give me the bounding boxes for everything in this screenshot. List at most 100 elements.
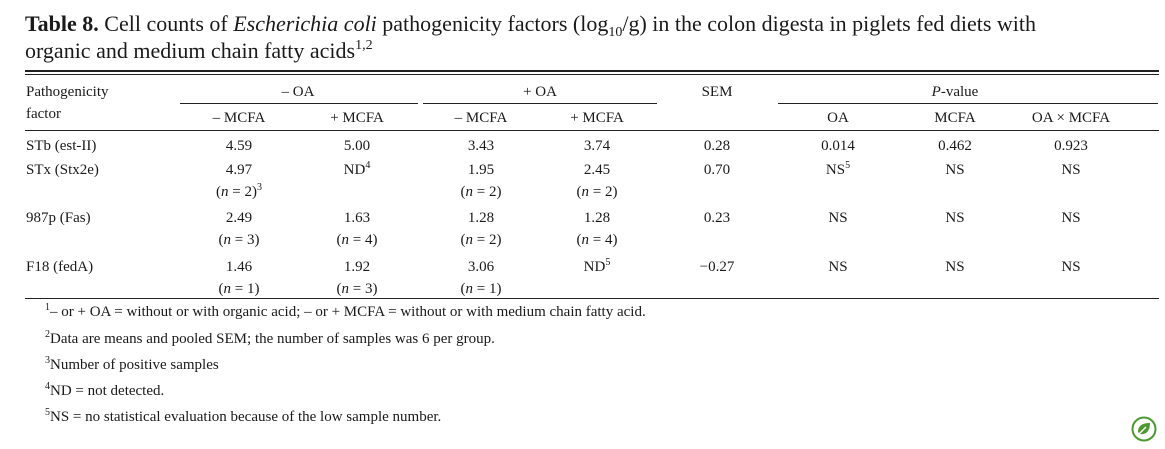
sample-count: (n = 4)	[337, 231, 378, 249]
value-text: 1.63	[343, 210, 371, 226]
footnote-mark: 3	[256, 182, 262, 193]
n-open: (	[336, 281, 342, 297]
footnote: 1– or + OA = without or with organic aci…	[45, 303, 646, 321]
n-close: )	[372, 232, 378, 248]
sample-count: (n = 3)	[219, 231, 260, 249]
n-close: )	[496, 232, 502, 248]
n-open: (	[460, 184, 466, 200]
n-symbol: n	[465, 281, 474, 297]
n-symbol: n	[341, 281, 350, 297]
p-oa-cell: 0.014	[821, 137, 855, 155]
sample-count: (n = 2)	[461, 231, 502, 249]
header-plus-mcfa: + MCFA	[330, 110, 384, 126]
n-symbol: n	[581, 184, 590, 200]
header-p-oa: OA	[827, 110, 849, 126]
n-close: )	[251, 184, 257, 200]
n-value: 3	[364, 281, 373, 297]
n-close: )	[372, 281, 378, 297]
n-value: 2	[244, 184, 252, 200]
p-oa-cell: NS	[828, 258, 847, 276]
n-open: (	[218, 281, 224, 297]
n-value: 2	[488, 184, 497, 200]
n-equals: =	[589, 184, 605, 200]
value-text: 1.95	[467, 162, 495, 178]
p-mcfa-cell: 0.462	[938, 138, 972, 154]
footnote-text: Data are means and pooled SEM; the numbe…	[50, 331, 495, 347]
sample-count: (n = 2)	[577, 183, 618, 201]
n-value: 2	[488, 232, 497, 248]
n-equals: =	[589, 232, 605, 248]
value-text: 1.28	[467, 210, 495, 226]
title-footnote-marks: 1,2	[355, 38, 373, 53]
n-symbol: n	[223, 232, 232, 248]
header-factor-line2: factor	[26, 106, 61, 122]
footnote-text: NS = no statistical evaluation because o…	[50, 409, 442, 425]
n-open: (	[576, 232, 582, 248]
bottom-rule	[25, 298, 1159, 299]
n-open: (	[218, 232, 224, 248]
footnote: 4ND = not detected.	[45, 382, 164, 400]
value-cell: 3.06	[468, 258, 494, 276]
footnote: 5NS = no statistical evaluation because …	[45, 408, 441, 426]
n-open: (	[460, 281, 466, 297]
footnote-mark: 5	[605, 257, 611, 268]
n-open: (	[216, 184, 222, 200]
footnote-text: – or + OA = without or with organic acid…	[50, 304, 646, 320]
n-equals: =	[473, 184, 489, 200]
p-oa-cell: NS	[828, 209, 847, 227]
p-oa-text: NS	[825, 162, 846, 178]
title-text-2: pathogenicity factors (log	[376, 11, 609, 36]
n-equals: =	[349, 281, 365, 297]
sample-count: (n = 4)	[577, 231, 618, 249]
title-log-base: 10	[608, 25, 623, 40]
footnote-text: Number of positive samples	[50, 357, 219, 373]
sem-cell: −0.27	[699, 259, 735, 275]
n-open: (	[336, 232, 342, 248]
n-close: )	[496, 281, 502, 297]
value-cell: 1.63	[344, 209, 370, 227]
value-cell: 4.59	[226, 137, 252, 155]
header-p-value: P-value	[932, 83, 979, 101]
footnote-text: ND = not detected.	[50, 383, 165, 399]
footnote-number: 4	[45, 381, 50, 392]
value-text: 1.28	[583, 210, 611, 226]
value-cell: 3.43	[468, 137, 494, 155]
value-text: 3.43	[467, 138, 495, 154]
p-oa-cell: NS5	[826, 161, 850, 179]
value-text: 2.49	[225, 210, 253, 226]
p-mcfa-cell: NS	[945, 162, 965, 178]
sample-count: (n = 2)3	[216, 183, 262, 201]
row-factor: STx (Stx2e)	[26, 162, 99, 178]
plus-oa-underline	[423, 103, 657, 104]
n-value: 1	[246, 281, 255, 297]
value-text: ND	[583, 259, 606, 275]
header-sem: SEM	[701, 84, 733, 100]
sample-count: (n = 3)	[337, 280, 378, 298]
n-open: (	[460, 232, 466, 248]
top-rule-inner	[25, 74, 1159, 75]
footnote-number: 1	[45, 302, 50, 313]
p-oa-text: 0.014	[821, 138, 855, 154]
p-oa-text: NS	[828, 259, 848, 275]
n-value: 1	[488, 281, 497, 297]
p-italic: P	[931, 84, 941, 100]
sem-cell: 0.28	[703, 138, 731, 154]
value-cell: 4.97	[226, 161, 252, 179]
footnote: 2Data are means and pooled SEM; the numb…	[45, 330, 495, 348]
value-cell: 5.00	[344, 137, 370, 155]
value-text: 4.59	[225, 138, 253, 154]
footnote-number: 3	[45, 355, 50, 366]
footnote-number: 5	[45, 407, 50, 418]
value-text: 1.46	[225, 259, 253, 275]
title-line-2: organic and medium chain fatty acids	[25, 38, 356, 63]
header-rule	[25, 130, 1159, 131]
table-title: Table 8. Cell counts of Escherichia coli…	[25, 10, 1155, 64]
n-equals: =	[473, 281, 489, 297]
value-text: 5.00	[343, 138, 371, 154]
p-mcfa-cell: NS	[945, 259, 965, 275]
header-plus-mcfa-2: + MCFA	[570, 110, 624, 126]
header-minus-mcfa: – MCFA	[212, 110, 266, 126]
n-equals: =	[231, 232, 247, 248]
n-value: 2	[604, 184, 613, 200]
p-interaction-cell: NS	[1061, 210, 1081, 226]
